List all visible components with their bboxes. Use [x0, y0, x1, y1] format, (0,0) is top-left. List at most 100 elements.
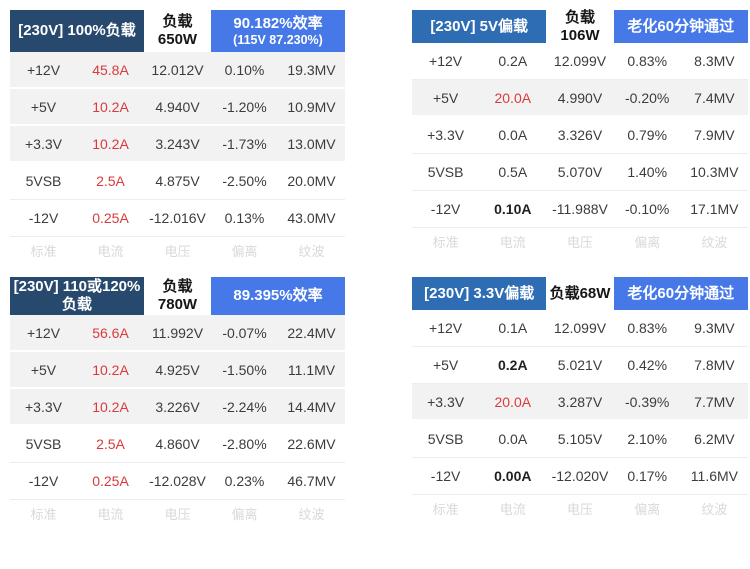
ripple-value: 22.4MV: [287, 324, 336, 341]
table-row: +3.3V 10.2A 3.243V -1.73% 13.0MV: [10, 126, 345, 163]
column-caption-current: 电流: [97, 243, 124, 259]
rail-label: 5VSB: [427, 164, 464, 180]
column-caption-current: 电流: [499, 234, 526, 250]
column-caption-deviation: 偏离: [634, 234, 661, 250]
psu-test-table-100pct-load: [230V] 100%负载 负载650W 90.182%效率 (115V 87.…: [10, 10, 345, 263]
table-row: +12V 0.1A 12.099V 0.83% 9.3MV: [412, 310, 748, 347]
current-value: 0.2A: [498, 357, 528, 373]
rail-label: 5VSB: [25, 436, 62, 452]
ripple-value: 19.3MV: [287, 61, 336, 78]
voltage-value: 4.940V: [155, 98, 200, 115]
deviation-value: 0.17%: [627, 468, 668, 484]
ripple-value: 43.0MV: [287, 210, 336, 226]
current-value: 10.2A: [92, 398, 129, 415]
rail-label: -12V: [430, 201, 461, 217]
rail-label: +12V: [26, 61, 61, 78]
column-captions: 标准 电流 电压 偏离 纹波: [412, 228, 748, 254]
test-condition-badge: [230V] 3.3V偏载: [412, 277, 547, 310]
ripple-value: 8.3MV: [694, 53, 735, 69]
table-row: -12V 0.25A -12.016V 0.13% 43.0MV: [10, 200, 345, 237]
column-caption-standard: 标准: [30, 243, 57, 259]
rail-label: +5V: [432, 357, 459, 373]
ripple-value: 11.1MV: [287, 361, 336, 378]
column-caption-voltage: 电压: [164, 243, 191, 259]
test-condition-label: [230V] 3.3V偏载: [424, 284, 535, 302]
current-value: 10.2A: [92, 361, 129, 378]
psu-test-table-3v3-cross-load: [230V] 3.3V偏载 负载68W 老化60分钟通过 +12V 0.1A 1…: [412, 277, 748, 521]
current-value: 0.25A: [92, 473, 129, 489]
column-caption-deviation: 偏离: [231, 506, 258, 522]
table-header: [230V] 110或120% 负载 负载780W 89.395%效率: [10, 277, 345, 315]
deviation-value: -2.50%: [222, 173, 267, 189]
column-captions: 标准 电流 电压 偏离 纹波: [412, 495, 748, 521]
test-condition-badge: [230V] 100%负载: [10, 10, 144, 52]
rail-label: +12V: [429, 320, 463, 336]
deviation-value: 2.10%: [627, 431, 668, 447]
table-header: [230V] 100%负载 负载650W 90.182%效率 (115V 87.…: [10, 10, 345, 52]
column-captions: 标准 电流 电压 偏离 纹波: [10, 500, 345, 526]
voltage-value: 3.326V: [557, 127, 603, 143]
rail-label: +5V: [30, 98, 57, 115]
current-value: 0.2A: [498, 53, 528, 69]
aging-result-badge: 老化60分钟通过: [613, 10, 748, 43]
table-row: +3.3V 20.0A 3.287V -0.39% 7.7MV: [412, 384, 748, 421]
column-caption-standard: 标准: [30, 506, 57, 522]
ripple-value: 17.1MV: [690, 201, 739, 217]
current-value: 0.1A: [498, 320, 528, 336]
voltage-value: 5.070V: [557, 164, 603, 180]
table-row: -12V 0.00A -12.020V 0.17% 11.6MV: [412, 458, 748, 495]
table-header: [230V] 5V偏载 负载106W 老化60分钟通过: [412, 8, 748, 44]
ripple-value: 7.4MV: [694, 89, 735, 106]
test-condition-label-line2: 负载: [61, 296, 92, 313]
column-caption-deviation: 偏离: [634, 501, 661, 517]
table-row: -12V 0.25A -12.028V 0.23% 46.7MV: [10, 463, 345, 500]
voltage-value: 4.925V: [155, 361, 200, 378]
deviation-value: -2.24%: [222, 398, 267, 415]
ripple-value: 11.6MV: [690, 468, 738, 484]
column-caption-voltage: 电压: [566, 234, 593, 250]
current-value: 2.5A: [96, 436, 125, 452]
table-row: +5V 20.0A 4.990V -0.20% 7.4MV: [412, 80, 748, 117]
aging-result-label: 老化60分钟通过: [627, 17, 735, 35]
ripple-value: 7.8MV: [694, 357, 735, 373]
ripple-value: 10.3MV: [690, 164, 739, 180]
ripple-value: 20.0MV: [287, 173, 336, 189]
deviation-value: 1.40%: [627, 164, 668, 180]
load-wattage-label: 负载106W: [560, 8, 600, 44]
voltage-value: 4.875V: [155, 173, 200, 189]
load-wattage-badge: 负载650W: [144, 10, 211, 52]
deviation-value: 0.23%: [224, 473, 265, 489]
test-condition-badge: [230V] 5V偏载: [412, 10, 547, 43]
voltage-value: 3.243V: [155, 135, 200, 152]
deviation-value: 0.83%: [627, 320, 668, 336]
deviation-value: 0.79%: [627, 127, 668, 143]
rail-label: +3.3V: [427, 393, 465, 410]
column-caption-ripple: 纹波: [298, 506, 325, 522]
ripple-value: 46.7MV: [287, 473, 336, 489]
ripple-value: 13.0MV: [287, 135, 336, 152]
voltage-value: 5.105V: [557, 431, 603, 447]
rail-label: -12V: [430, 468, 461, 484]
test-condition-badge: [230V] 110或120% 负载: [10, 277, 144, 315]
load-wattage-badge: 负载106W: [546, 8, 614, 44]
efficiency-value: 90.182%效率: [233, 14, 323, 32]
column-captions: 标准 电流 电压 偏离 纹波: [10, 237, 345, 263]
current-value: 0.25A: [92, 210, 129, 226]
efficiency-badge: 90.182%效率 (115V 87.230%): [211, 10, 345, 52]
psu-test-table-5v-cross-load: [230V] 5V偏载 负载106W 老化60分钟通过 +12V 0.2A 12…: [412, 8, 748, 254]
table-row: +3.3V 10.2A 3.226V -2.24% 14.4MV: [10, 389, 345, 426]
deviation-value: 0.42%: [627, 357, 668, 373]
deviation-value: -1.20%: [222, 98, 267, 115]
psu-test-table-110-120pct-load: [230V] 110或120% 负载 负载780W 89.395%效率 +12V…: [10, 277, 345, 526]
test-condition-label: [230V] 100%负载: [18, 22, 136, 39]
current-value: 0.0A: [498, 431, 528, 447]
current-value: 45.8A: [92, 61, 129, 78]
ripple-value: 10.9MV: [287, 98, 336, 115]
rail-label: +5V: [432, 89, 459, 106]
table-header: [230V] 3.3V偏载 负载68W 老化60分钟通过: [412, 277, 748, 310]
table-row: -12V 0.10A -11.988V -0.10% 17.1MV: [412, 191, 748, 228]
voltage-value: -12.028V: [149, 473, 206, 489]
ripple-value: 6.2MV: [694, 431, 735, 447]
load-wattage-label: 负载650W: [157, 13, 198, 48]
table-row: +5V 0.2A 5.021V 0.42% 7.8MV: [412, 347, 748, 384]
